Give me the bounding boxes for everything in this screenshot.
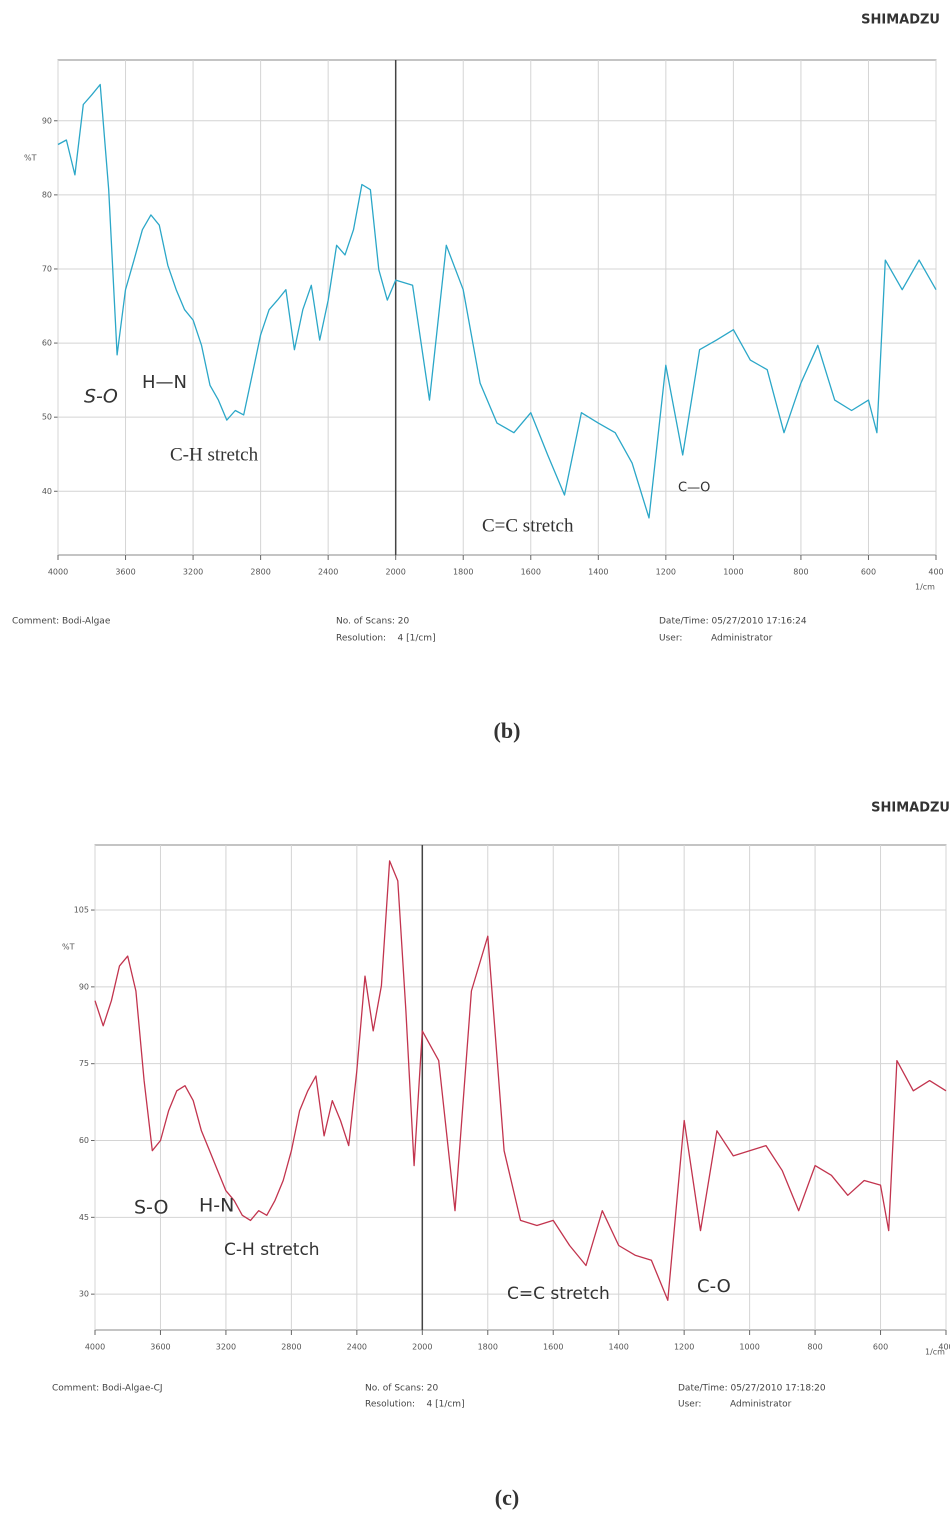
x-tick-label: 3200 bbox=[216, 1343, 236, 1352]
y-tick-label: 80 bbox=[42, 190, 52, 199]
footer-info: Resolution: 4 [1/cm] bbox=[336, 634, 436, 644]
y-tick-label: 30 bbox=[79, 1290, 89, 1299]
y-tick-label: 60 bbox=[79, 1136, 89, 1145]
x-tick-label: 1600 bbox=[521, 568, 541, 577]
x-tick-label: 2400 bbox=[318, 568, 338, 577]
y-axis-label: %T bbox=[24, 154, 37, 163]
x-axis-unit: 1/cm bbox=[925, 1348, 945, 1357]
y-tick-label: 75 bbox=[79, 1059, 89, 1068]
x-tick-label: 4000 bbox=[48, 568, 68, 577]
x-tick-label: 1200 bbox=[674, 1343, 694, 1352]
plot-frame bbox=[58, 60, 936, 555]
annotation: H—N bbox=[142, 372, 187, 393]
x-tick-label: 800 bbox=[807, 1343, 822, 1352]
y-tick-label: 105 bbox=[74, 906, 89, 915]
panel-label: (b) bbox=[494, 718, 521, 743]
x-tick-label: 1600 bbox=[543, 1343, 563, 1352]
x-tick-label: 1400 bbox=[609, 1343, 629, 1352]
brand: SHIMADZU bbox=[861, 13, 940, 28]
annotation: C-H stretch bbox=[224, 1240, 320, 1260]
x-tick-label: 1000 bbox=[723, 568, 743, 577]
x-tick-label: 4000 bbox=[85, 1343, 105, 1352]
footer-info: User: Administrator bbox=[678, 1400, 792, 1410]
x-tick-label: 400 bbox=[928, 568, 943, 577]
footer-info: Comment: Bodi-Algae-CJ bbox=[52, 1384, 163, 1394]
x-tick-label: 600 bbox=[861, 568, 876, 577]
footer-info: Date/Time: 05/27/2010 17:18:20 bbox=[678, 1384, 826, 1394]
y-tick-label: 50 bbox=[42, 413, 52, 422]
x-tick-label: 2000 bbox=[412, 1343, 432, 1352]
plot-frame bbox=[95, 845, 946, 1330]
x-tick-label: 2800 bbox=[281, 1343, 301, 1352]
annotation: S-O bbox=[84, 386, 118, 408]
y-tick-label: 90 bbox=[79, 982, 89, 991]
footer-info: Date/Time: 05/27/2010 17:16:24 bbox=[659, 617, 807, 627]
annotation: C-H stretch bbox=[170, 444, 259, 465]
y-tick-label: 70 bbox=[42, 264, 52, 273]
y-tick-label: 90 bbox=[42, 116, 52, 125]
x-tick-label: 1800 bbox=[453, 568, 473, 577]
x-tick-label: 600 bbox=[873, 1343, 888, 1352]
x-tick-label: 1400 bbox=[588, 568, 608, 577]
x-tick-label: 2400 bbox=[347, 1343, 367, 1352]
x-axis-unit: 1/cm bbox=[915, 583, 935, 592]
y-tick-label: 40 bbox=[42, 487, 52, 496]
y-tick-label: 45 bbox=[79, 1213, 89, 1222]
footer-info: User: Administrator bbox=[659, 634, 773, 644]
x-tick-label: 2800 bbox=[250, 568, 270, 577]
annotation: C=C stretch bbox=[507, 1284, 610, 1304]
footer-info: Comment: Bodi-Algae bbox=[12, 617, 111, 627]
x-tick-label: 3600 bbox=[115, 568, 135, 577]
x-tick-label: 1000 bbox=[739, 1343, 759, 1352]
footer-info: Resolution: 4 [1/cm] bbox=[365, 1400, 465, 1410]
panel-label: (c) bbox=[495, 1485, 519, 1510]
x-tick-label: 3200 bbox=[183, 568, 203, 577]
x-tick-label: 3600 bbox=[150, 1343, 170, 1352]
page: SHIMADZU 40 50 60 70 80 90 4000 3600 3200 2800 2400… bbox=[0, 0, 950, 1514]
x-tick-label: 1800 bbox=[478, 1343, 498, 1352]
annotation: C—O bbox=[678, 481, 710, 496]
x-tick-label: 800 bbox=[793, 568, 808, 577]
x-tick-label: 1200 bbox=[656, 568, 676, 577]
y-tick-label: 60 bbox=[42, 339, 52, 348]
y-axis-label: %T bbox=[62, 943, 75, 952]
annotation: H-N bbox=[199, 1195, 234, 1217]
brand: SHIMADZU bbox=[871, 801, 950, 816]
x-tick-label: 2000 bbox=[386, 568, 406, 577]
footer-info: No. of Scans: 20 bbox=[336, 617, 410, 627]
footer-info: No. of Scans: 20 bbox=[365, 1384, 439, 1394]
annotation: S-O bbox=[134, 1197, 168, 1219]
annotation: C=C stretch bbox=[482, 515, 574, 536]
annotation: C-O bbox=[697, 1276, 731, 1297]
